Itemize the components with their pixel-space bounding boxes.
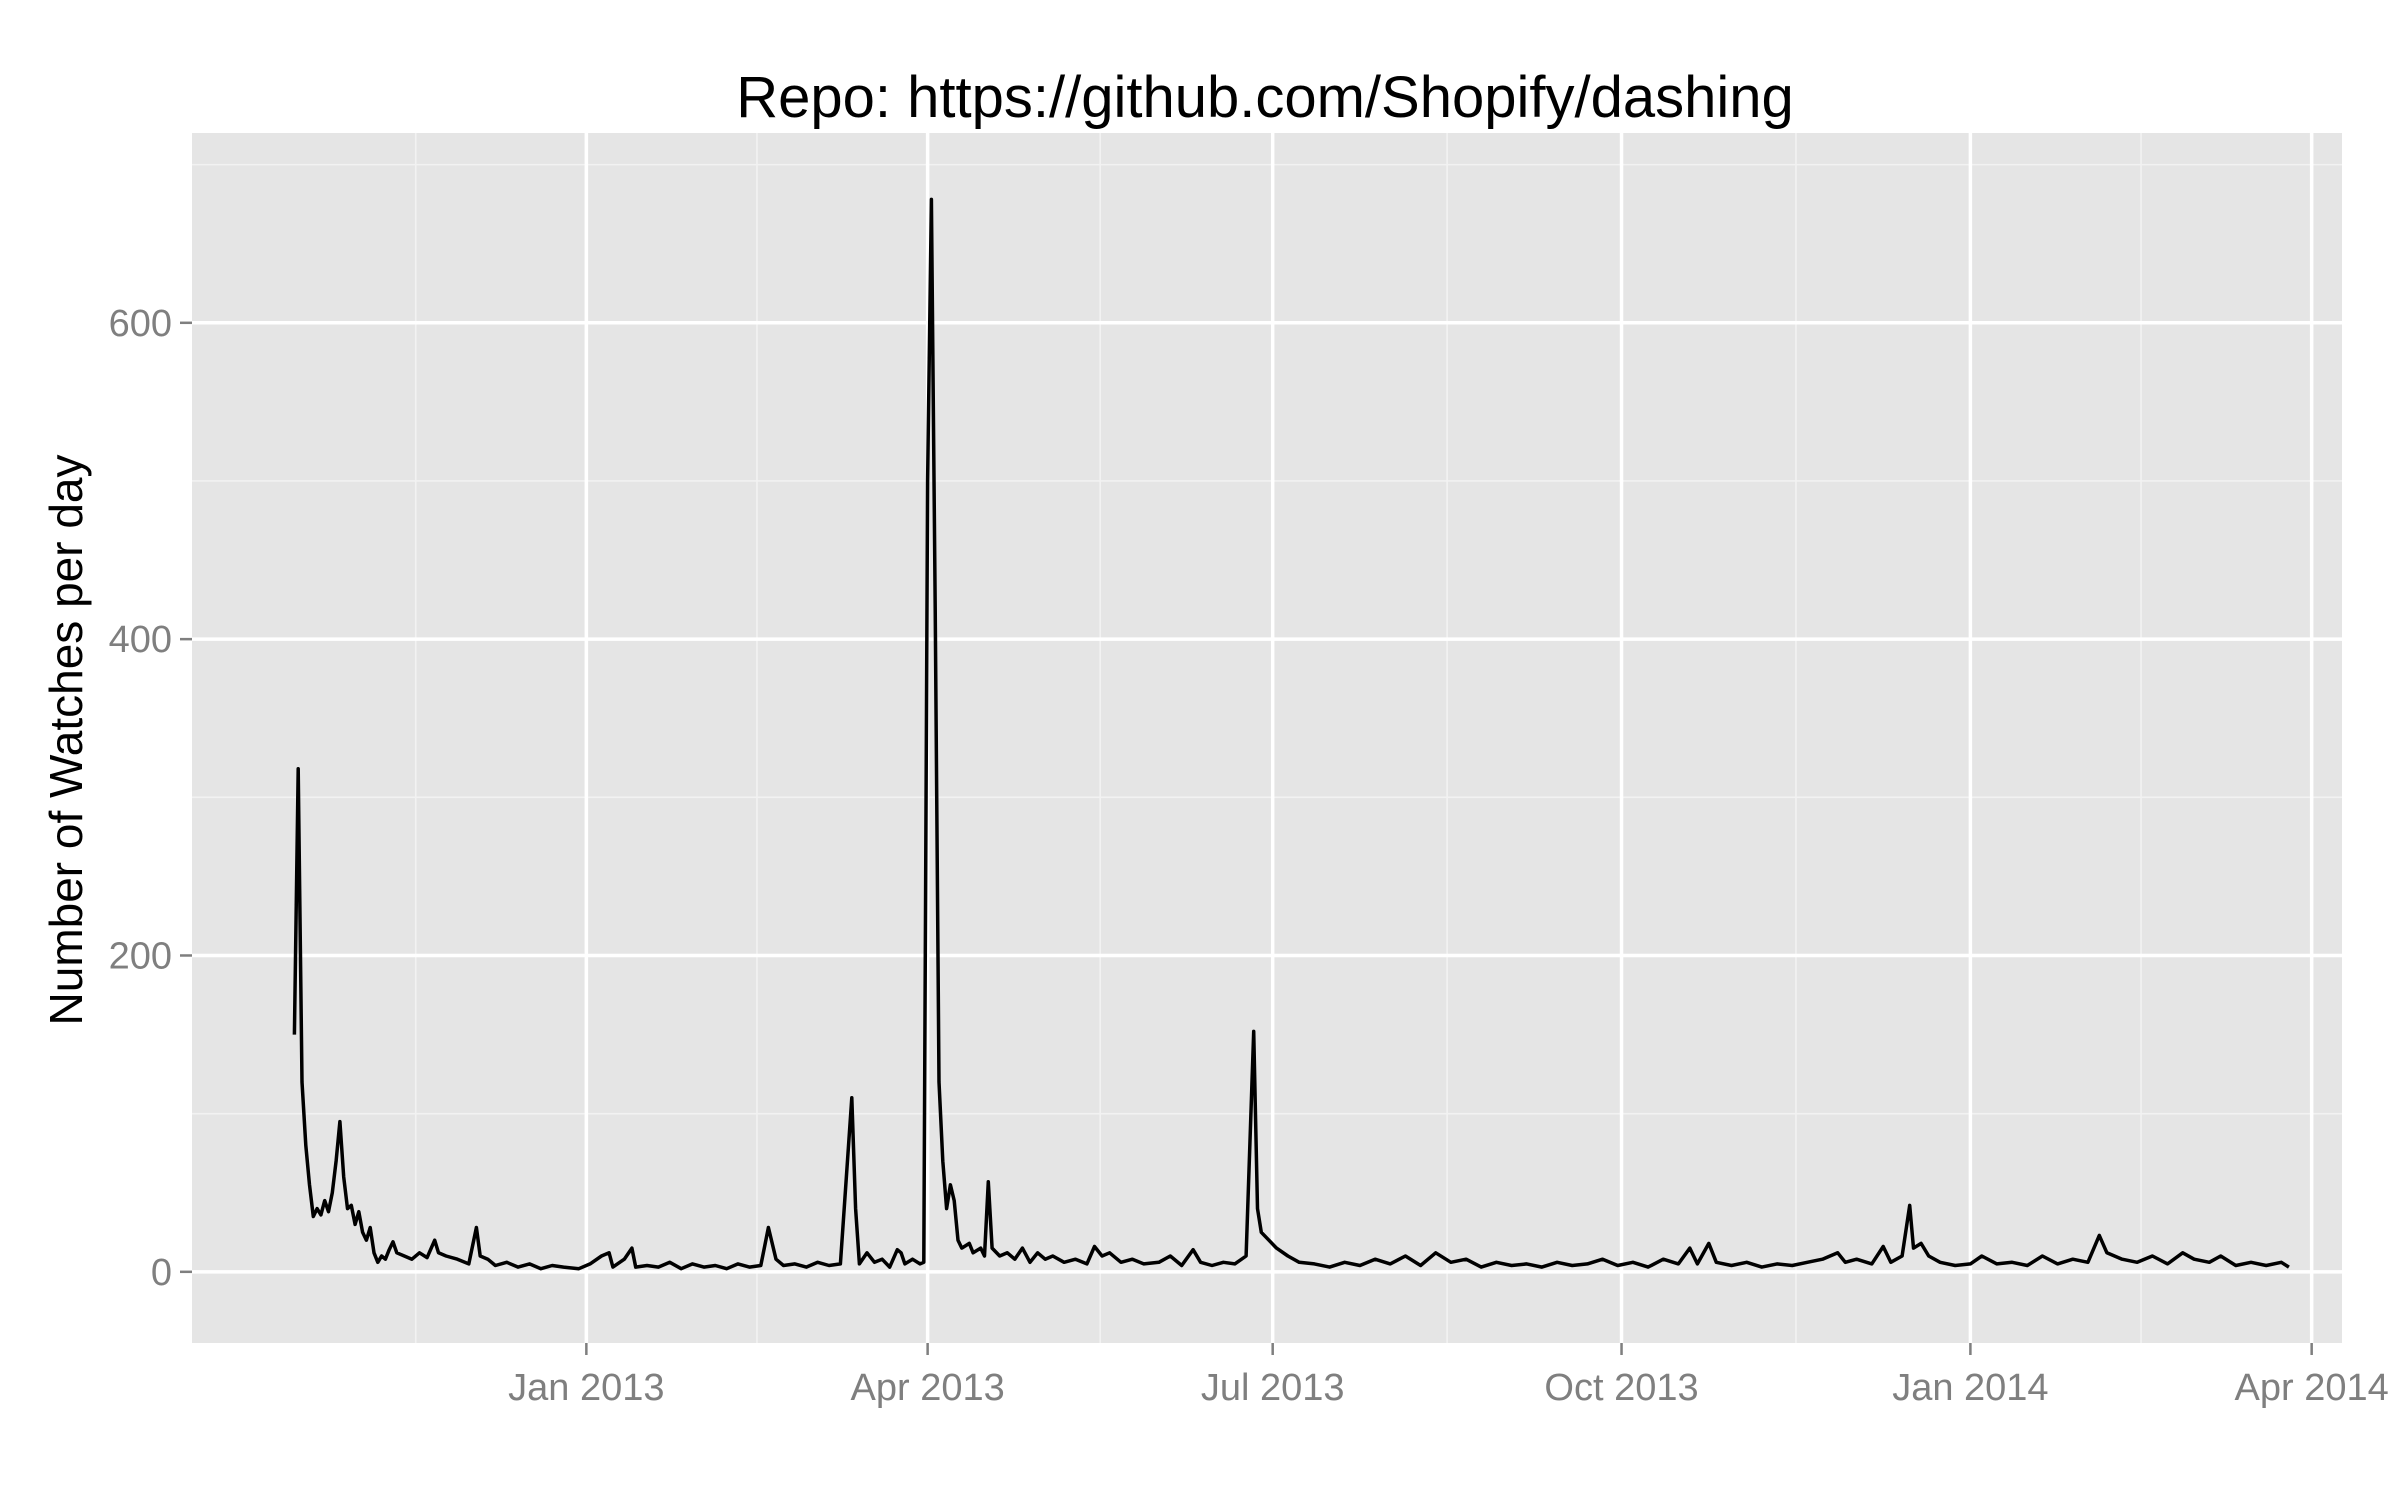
x-tick-label: Jan 2014 — [1892, 1367, 2048, 1409]
y-tick-label: 200 — [109, 935, 172, 977]
major-gridlines — [192, 133, 2342, 1343]
x-tick-label: Jan 2013 — [508, 1367, 664, 1409]
x-tick-label: Oct 2013 — [1544, 1367, 1698, 1409]
minor-gridlines — [192, 133, 2342, 1343]
x-axis: Jan 2013 Apr 2013 Jul 2013 Oct 2013 Jan 2014… — [508, 1343, 2389, 1409]
x-tick-label: Apr 2013 — [851, 1367, 1005, 1409]
chart-title: Repo: https://github.com/Shopify/dashing — [736, 65, 1794, 130]
y-axis-label: Number of Watches per day — [40, 455, 92, 1026]
x-tick-label: Apr 2014 — [2235, 1367, 2389, 1409]
y-tick-label: 600 — [109, 303, 172, 345]
series-layer — [292, 197, 2290, 1271]
plot-panel — [192, 133, 2342, 1343]
y-axis: 0 200 400 600 — [109, 303, 192, 1294]
y-tick-label: 400 — [109, 619, 172, 661]
x-tick-label: Jul 2013 — [1201, 1367, 1345, 1409]
y-tick-label: 0 — [151, 1252, 172, 1294]
series-line — [292, 197, 2290, 1271]
